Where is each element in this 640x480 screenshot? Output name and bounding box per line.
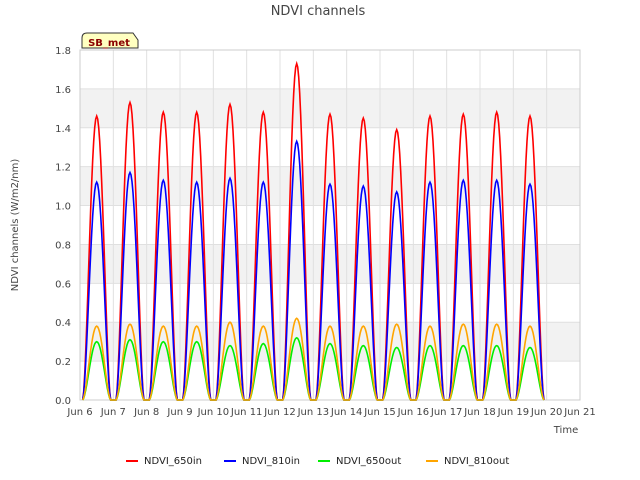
- y-tick-label: 1.8: [55, 46, 71, 57]
- site-badge: SB_met: [81, 32, 139, 49]
- band: [80, 166, 580, 206]
- x-tick-label: Jun 16: [397, 407, 430, 418]
- x-axis-label: Time: [553, 425, 578, 436]
- legend-label: NDVI_650out: [336, 456, 401, 467]
- series-lines: [81, 60, 545, 401]
- band: [80, 205, 580, 245]
- legend-label: NDVI_810out: [444, 456, 509, 467]
- y-tick-label: 0.4: [55, 318, 71, 329]
- y-tick-label: 1.2: [55, 163, 71, 174]
- band: [80, 127, 580, 167]
- y-tick-label: 1.6: [55, 85, 71, 96]
- plot-background-bands: [80, 50, 580, 400]
- legend-label: NDVI_650in: [144, 456, 202, 467]
- y-tick-label: 0.6: [55, 279, 71, 290]
- y-axis-label: NDVI channels (W/m2/nm): [10, 159, 21, 292]
- x-tick-label: Jun 15: [363, 407, 396, 418]
- x-tick-label: Jun 12: [263, 407, 296, 418]
- y-tick-label: 0.2: [55, 357, 71, 368]
- band: [80, 244, 580, 284]
- y-tick-label: 1.4: [55, 124, 71, 135]
- y-tick-label: 0.8: [55, 240, 71, 251]
- x-tick-label: Jun 13: [297, 407, 330, 418]
- x-axis-ticks: Jun 6 Jun 7 Jun 8 Jun 9 Jun 10 Jun 11 Jun 12 Ju…: [66, 407, 595, 418]
- x-tick-label: Jun 19: [497, 407, 530, 418]
- band: [80, 88, 580, 128]
- chart-title: NDVI channels: [271, 4, 366, 19]
- x-tick-label: Jun 10: [197, 407, 230, 418]
- x-tick-label: Jun 17: [430, 407, 463, 418]
- band: [80, 50, 580, 89]
- plot-area-border: [79, 49, 581, 401]
- x-tick-label: Jun 6: [66, 407, 92, 418]
- band: [80, 361, 580, 400]
- x-tick-label: Jun 7: [100, 407, 126, 418]
- y-axis-ticks: 0.0 0.2 0.4 0.6 0.8 1.0 1.2 1.4 1.6 1.8: [55, 46, 71, 407]
- series-line-ndvi-810out: [81, 317, 545, 401]
- x-tick-label: Jun 14: [330, 407, 363, 418]
- band: [80, 322, 580, 362]
- legend-label: NDVI_810in: [242, 456, 300, 467]
- y-tick-label: 1.0: [55, 202, 71, 213]
- x-tick-label: Jun 8: [133, 407, 159, 418]
- y-tick-label: 0.0: [55, 396, 71, 407]
- x-tick-label: Jun 11: [230, 407, 263, 418]
- gridlines: [79, 49, 581, 401]
- x-tick-label: Jun 21: [563, 407, 596, 418]
- band: [80, 283, 580, 323]
- x-tick-label: Jun 20: [530, 407, 563, 418]
- legend: NDVI_650in NDVI_810in NDVI_650out NDVI_810o…: [126, 456, 509, 467]
- x-tick-label: Jun 9: [166, 407, 192, 418]
- site-badge-label: SB_met: [88, 38, 130, 49]
- x-tick-label: Jun 18: [463, 407, 496, 418]
